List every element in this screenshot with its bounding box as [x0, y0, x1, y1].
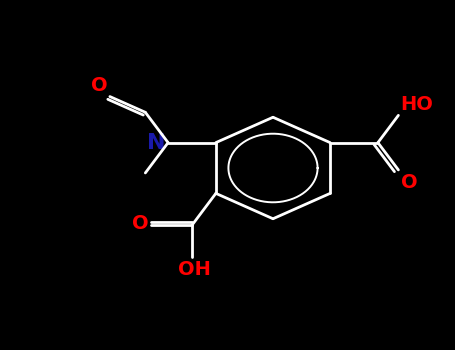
Text: HO: HO [401, 94, 434, 114]
Text: O: O [91, 76, 107, 95]
Text: N: N [147, 133, 166, 153]
Text: O: O [401, 173, 417, 193]
Text: O: O [132, 214, 149, 233]
Text: OH: OH [178, 259, 211, 279]
